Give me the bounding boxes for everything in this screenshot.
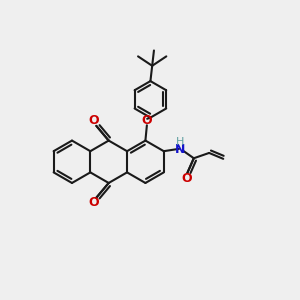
Text: N: N	[175, 143, 185, 156]
Text: O: O	[182, 172, 192, 185]
Text: H: H	[176, 137, 184, 147]
Text: O: O	[142, 114, 152, 127]
Text: O: O	[88, 114, 99, 127]
Text: O: O	[88, 196, 99, 209]
